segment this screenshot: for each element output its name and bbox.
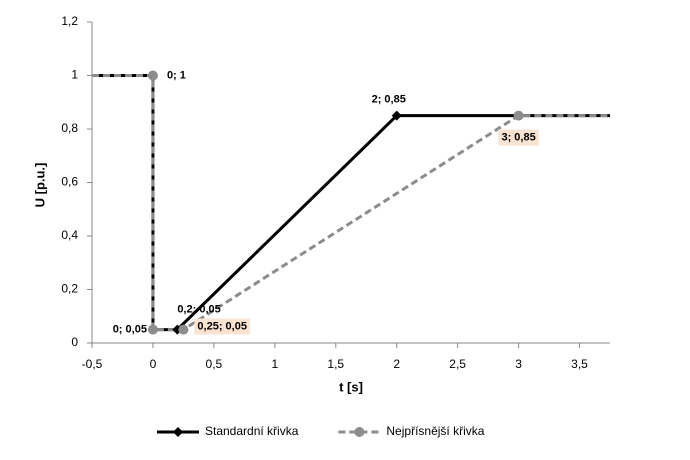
x-tick-label: 0: [150, 357, 157, 371]
y-tick-label: 1: [71, 68, 78, 82]
data-label: 3; 0,85: [501, 132, 535, 144]
y-tick-label: 0,8: [61, 121, 78, 135]
x-axis-title: t [s]: [339, 379, 363, 394]
marker: [513, 110, 524, 121]
x-tick-label: 3: [515, 357, 522, 371]
x-tick-label: 2: [393, 357, 400, 371]
x-tick-label: 3,5: [571, 357, 588, 371]
legend-label: Nejpřísnější křivka: [386, 424, 484, 438]
y-tick-label: 0,2: [61, 282, 78, 296]
x-tick-label: 0,5: [206, 357, 223, 371]
marker: [147, 70, 158, 81]
y-tick-label: 0,6: [61, 175, 78, 189]
marker: [178, 324, 189, 335]
marker: [147, 324, 158, 335]
y-tick-label: 0,4: [61, 228, 78, 242]
marker: [391, 110, 402, 121]
x-tick-label: 1,5: [327, 357, 344, 371]
legend-label: Standardní křivka: [205, 424, 299, 438]
data-label: 0,2; 0,05: [177, 304, 220, 316]
series-line: [92, 74, 610, 332]
x-tick-label: 1: [271, 357, 278, 371]
series-line: [92, 74, 610, 332]
data-label-bg: [498, 129, 539, 146]
data-label-bg: [194, 318, 250, 335]
x-tick-label: 2,5: [449, 357, 466, 371]
data-label: 0,25; 0,05: [197, 321, 247, 333]
legend-marker: [173, 427, 183, 437]
legend-marker: [354, 427, 365, 437]
y-tick-label: 1,2: [61, 14, 78, 28]
data-label: 0; 0,05: [113, 324, 147, 336]
data-label: 0; 1: [167, 69, 186, 81]
y-tick-label: 0: [71, 335, 78, 349]
data-label: 2; 0,85: [372, 94, 406, 106]
y-axis-title: U [p.u.]: [32, 163, 47, 208]
x-tick-label: -0,5: [82, 357, 103, 371]
